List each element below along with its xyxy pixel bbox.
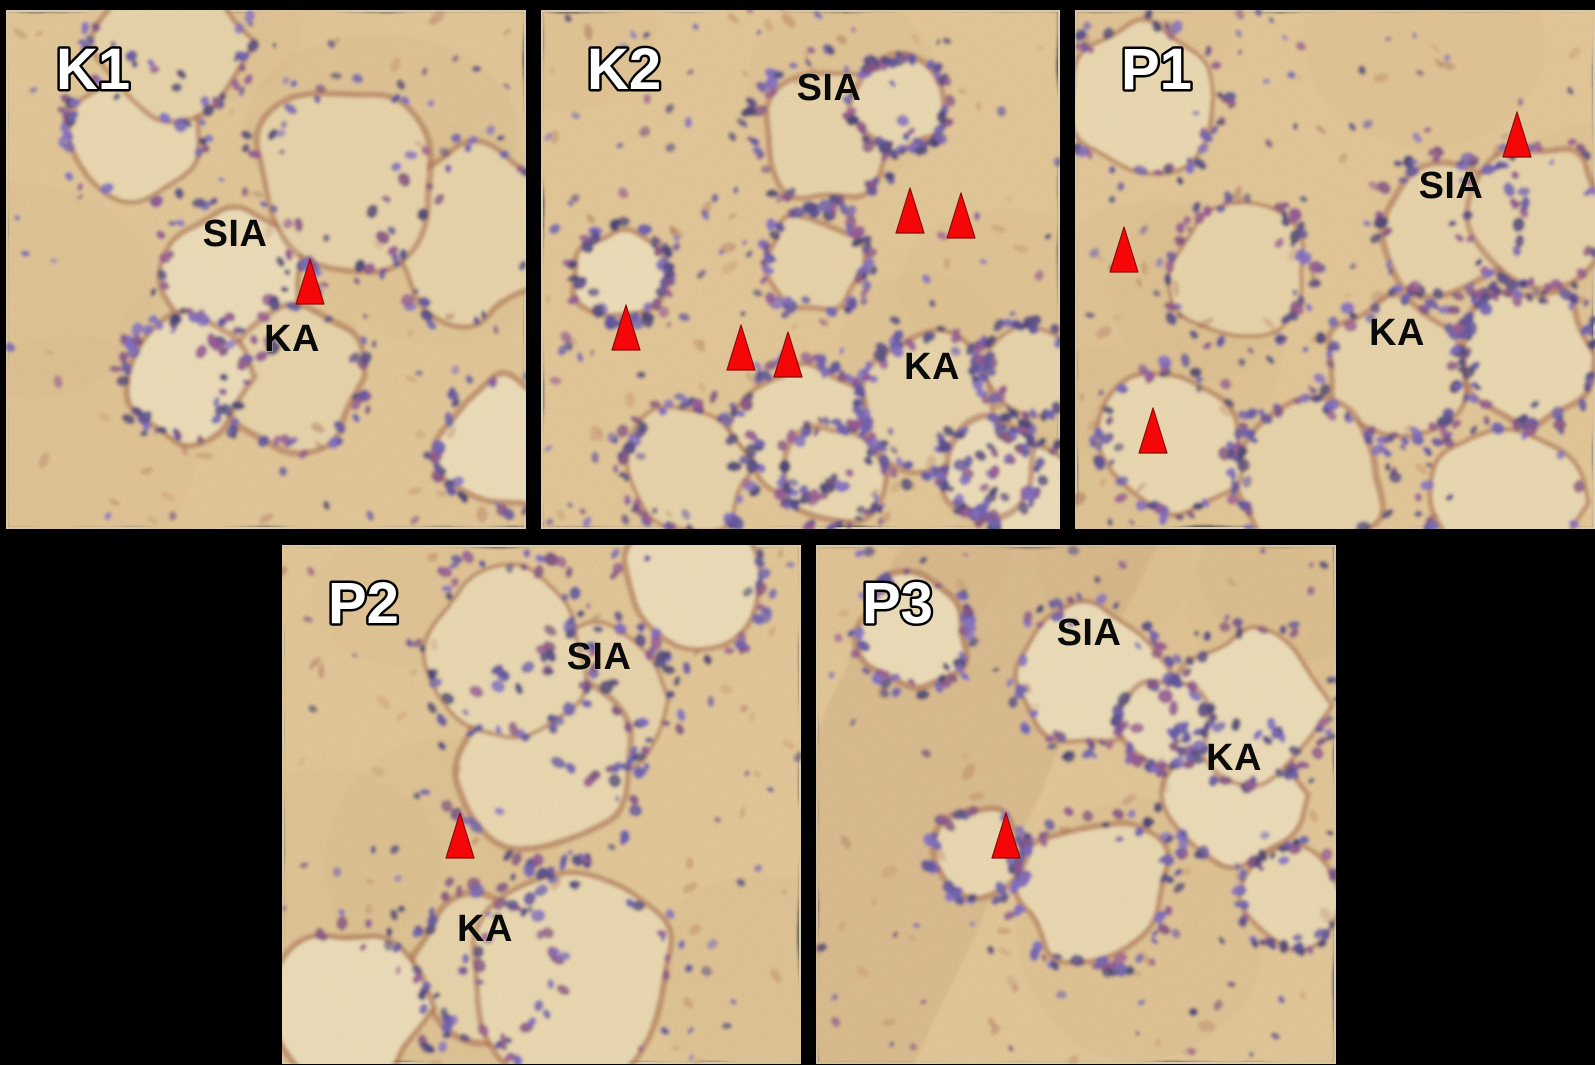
svg-text:KA: KA — [1369, 312, 1425, 354]
svg-text:K2: K2 — [587, 37, 661, 102]
svg-text:SIA: SIA — [797, 67, 862, 109]
svg-text:SIA: SIA — [203, 213, 268, 255]
svg-text:KA: KA — [904, 346, 960, 388]
svg-text:KA: KA — [1206, 737, 1262, 779]
svg-text:KA: KA — [264, 318, 320, 360]
svg-text:P2: P2 — [328, 571, 399, 636]
svg-text:KA: KA — [457, 908, 513, 950]
svg-text:SIA: SIA — [1057, 612, 1122, 654]
svg-text:SIA: SIA — [1419, 165, 1484, 207]
svg-text:SIA: SIA — [567, 636, 632, 678]
svg-text:P1: P1 — [1121, 37, 1192, 102]
svg-text:P3: P3 — [862, 571, 933, 636]
svg-text:K1: K1 — [56, 37, 130, 102]
